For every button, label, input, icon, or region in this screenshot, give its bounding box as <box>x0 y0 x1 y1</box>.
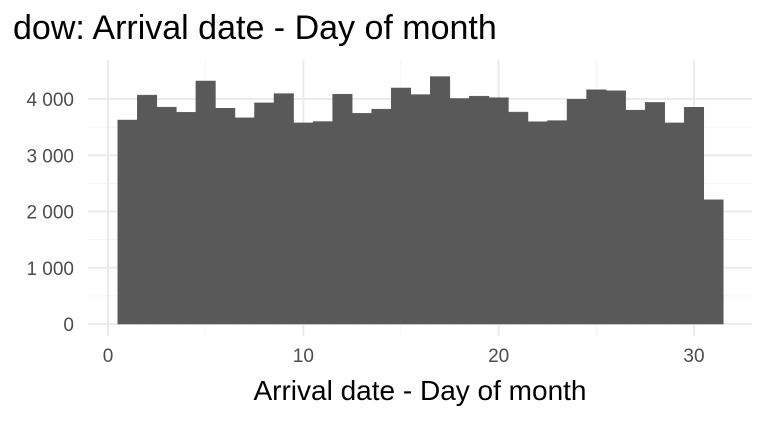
histogram-bar-day-16 <box>410 94 431 325</box>
histogram-bar-day-31 <box>703 199 724 325</box>
histogram-bar-day-8 <box>254 102 275 325</box>
x-tick-label: 20 <box>488 346 509 367</box>
histogram-bar-day-2 <box>137 94 158 325</box>
histogram-bar-day-19 <box>469 95 490 325</box>
y-tick-label: 0 <box>63 315 74 336</box>
histogram-bar-day-18 <box>449 98 470 325</box>
histogram-bar-day-6 <box>215 108 236 325</box>
histogram-bar-day-20 <box>488 97 509 325</box>
y-tick-label: 3 000 <box>26 146 74 167</box>
histogram-bar-day-3 <box>156 106 177 325</box>
x-tick-label: 0 <box>103 346 114 367</box>
x-tick-label: 10 <box>293 346 314 367</box>
histogram-bar-day-17 <box>430 76 451 325</box>
histogram-bar-day-7 <box>234 117 255 325</box>
histogram-bar-day-5 <box>195 80 216 325</box>
histogram-bar-day-15 <box>390 87 412 325</box>
histogram-bar-day-27 <box>625 109 646 325</box>
x-tick-label: 30 <box>683 346 704 367</box>
histogram-bar-day-12 <box>332 93 353 325</box>
ticks-layer: 0 1 000 2 000 3 000 4 000 0 10 20 30 <box>26 90 704 367</box>
chart-title: dow: Arrival date - Day of month <box>13 9 497 47</box>
histogram-bar-day-30 <box>683 107 705 325</box>
y-tick-label: 2 000 <box>26 203 74 224</box>
histogram-bar-day-22 <box>527 121 548 325</box>
y-tick-label: 4 000 <box>26 90 74 111</box>
histogram-bar-day-11 <box>312 121 333 325</box>
histogram-bar-day-13 <box>351 113 372 325</box>
histogram-bar-day-9 <box>273 93 294 325</box>
histogram-bar-day-23 <box>547 120 568 325</box>
histogram-bar-day-14 <box>371 108 392 325</box>
histogram-bar-day-28 <box>644 102 665 325</box>
histogram-bar-day-1 <box>117 119 138 325</box>
histogram-bar-day-21 <box>508 111 529 325</box>
histogram-bar-day-4 <box>176 112 197 325</box>
histogram-bar-day-24 <box>566 98 587 325</box>
y-tick-label: 1 000 <box>26 259 74 280</box>
histogram-bar-day-29 <box>664 122 685 325</box>
bars-layer <box>117 76 724 325</box>
histogram-bar-day-10 <box>293 122 314 325</box>
histogram-bar-day-26 <box>605 90 626 325</box>
x-axis-label: Arrival date - Day of month <box>253 375 586 406</box>
histogram-bar-day-25 <box>586 89 607 325</box>
